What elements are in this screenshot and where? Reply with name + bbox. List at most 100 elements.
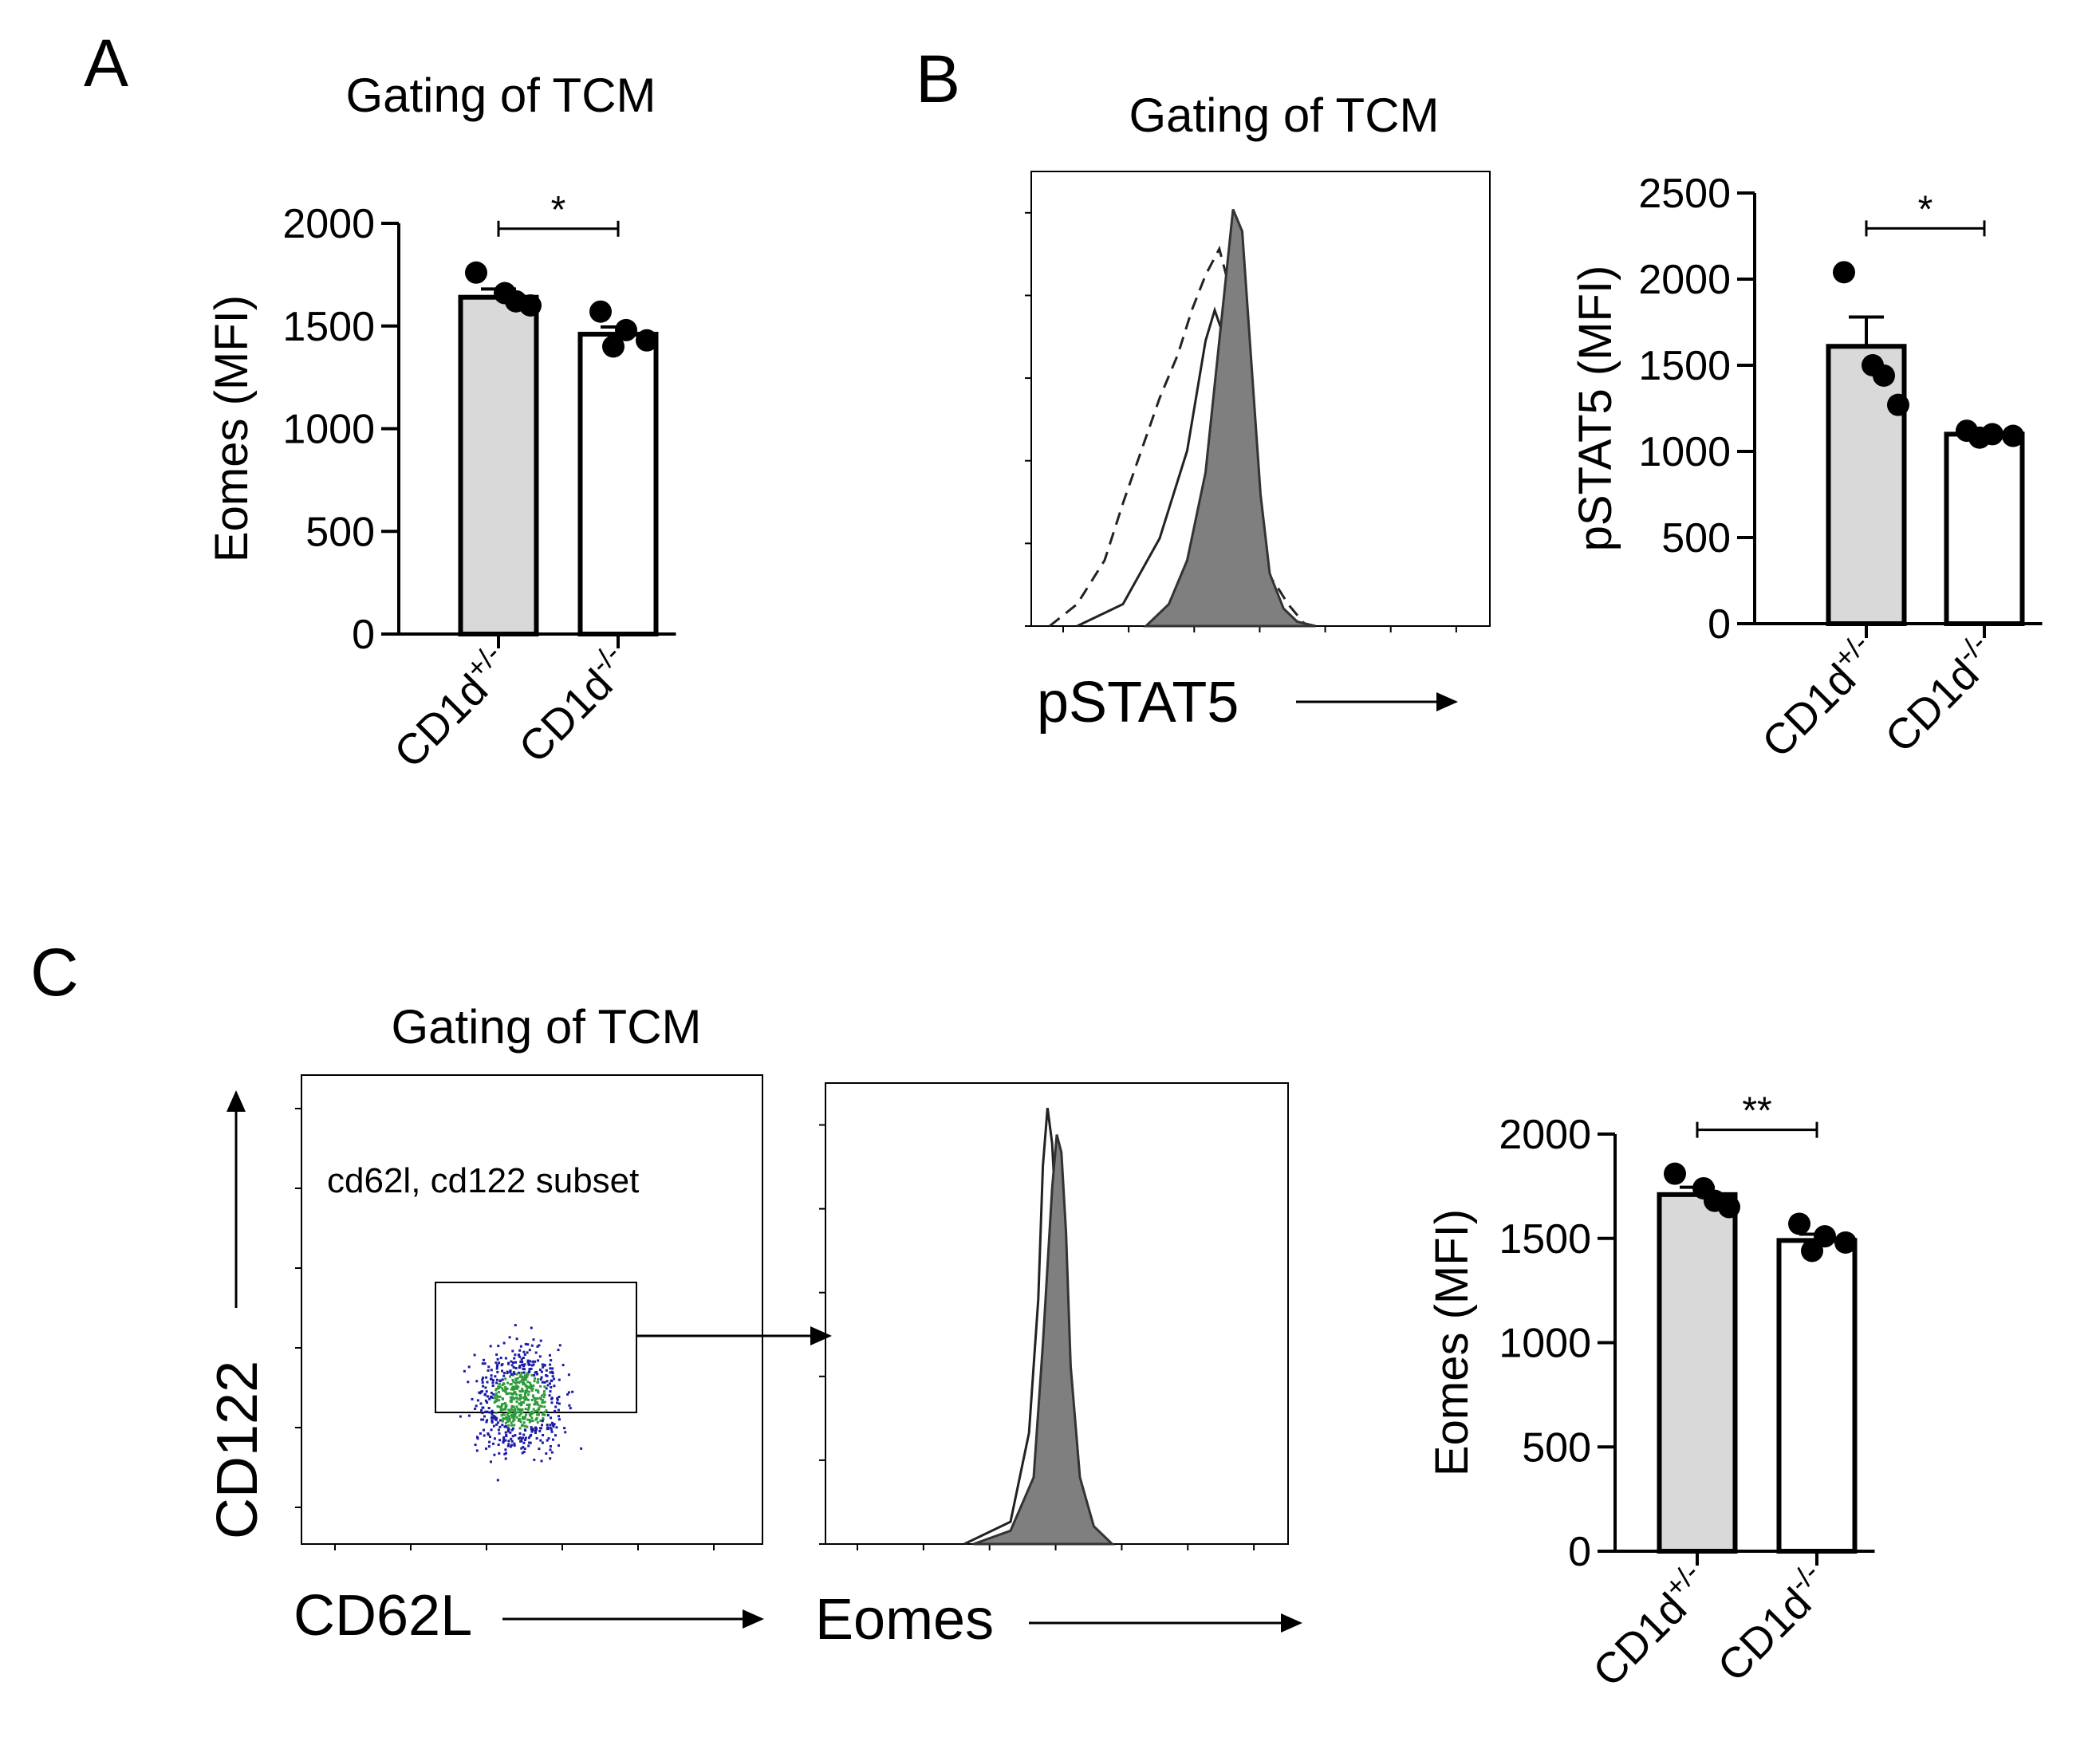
dot-event: [546, 1439, 549, 1442]
dot-event: [500, 1414, 503, 1417]
dot-event: [507, 1392, 510, 1395]
dot-event: [490, 1369, 493, 1372]
dot-event: [534, 1410, 537, 1413]
data-point-a-2-3: [636, 329, 658, 352]
dot-event: [523, 1448, 526, 1450]
dot-event: [509, 1431, 512, 1434]
dot-event: [508, 1416, 511, 1420]
dot-event: [542, 1411, 545, 1414]
dot-event: [540, 1370, 543, 1373]
panel-c-gate-label: cd62l, cd122 subset: [327, 1161, 639, 1200]
dot-event: [518, 1427, 522, 1430]
dot-event: [519, 1380, 522, 1383]
y-tick-label-b-2: 1000: [1638, 429, 1731, 475]
dot-event: [511, 1435, 514, 1438]
dot-event: [524, 1429, 527, 1432]
dot-event: [551, 1367, 554, 1370]
dot-event: [515, 1387, 518, 1390]
dot-event: [545, 1387, 548, 1390]
dot-event: [523, 1424, 526, 1428]
dot-event: [553, 1385, 556, 1388]
dot-event: [546, 1424, 549, 1426]
dot-event: [483, 1415, 486, 1418]
dot-event: [488, 1397, 491, 1400]
dot-event: [514, 1324, 517, 1327]
dot-event: [513, 1372, 516, 1375]
dot-event: [514, 1408, 517, 1411]
data-point-b-1-1: [1833, 261, 1855, 284]
y-tick-label-c-1: 500: [1522, 1424, 1591, 1471]
dot-event: [523, 1394, 526, 1396]
dot-event: [526, 1408, 530, 1412]
dot-event: [536, 1400, 539, 1404]
dot-event: [487, 1365, 491, 1369]
dot-event: [502, 1413, 506, 1416]
dot-event: [519, 1374, 522, 1377]
data-point-b-1-4: [1887, 393, 1909, 416]
dot-event: [494, 1416, 497, 1419]
dot-event: [514, 1434, 517, 1437]
dot-event: [510, 1393, 514, 1395]
dot-event: [527, 1398, 530, 1401]
dot-event: [554, 1409, 557, 1412]
dot-event: [483, 1362, 487, 1365]
dot-event: [542, 1365, 545, 1369]
dot-event: [498, 1405, 501, 1408]
dot-event: [522, 1433, 526, 1436]
dot-event: [498, 1432, 501, 1435]
dot-event: [510, 1408, 513, 1411]
dot-event: [529, 1360, 531, 1363]
dot-event: [510, 1388, 513, 1391]
dot-event: [517, 1353, 520, 1357]
dot-event: [495, 1416, 498, 1420]
dot-event: [494, 1392, 498, 1395]
dot-event: [534, 1400, 537, 1402]
dot-event: [543, 1390, 546, 1393]
dot-event: [467, 1414, 471, 1417]
dot-event: [520, 1440, 523, 1443]
dot-event: [531, 1394, 534, 1397]
dot-event: [528, 1420, 531, 1424]
dot-event: [506, 1416, 510, 1419]
dot-event: [526, 1389, 529, 1393]
dot-event: [558, 1415, 560, 1418]
dot-event: [528, 1349, 531, 1352]
dot-event: [515, 1373, 518, 1376]
dot-event: [514, 1412, 517, 1416]
dot-event: [538, 1344, 541, 1347]
dot-event: [550, 1380, 554, 1382]
dot-event: [528, 1441, 531, 1444]
dot-event: [571, 1390, 574, 1393]
dot-event: [480, 1418, 483, 1421]
dot-event: [497, 1345, 500, 1348]
dot-event: [510, 1444, 514, 1447]
dot-event: [549, 1445, 552, 1448]
dot-event: [510, 1440, 514, 1443]
dot-event: [496, 1357, 499, 1361]
dot-event: [516, 1377, 519, 1380]
dot-event: [520, 1401, 523, 1404]
panel-b-hist-xlabel: pSTAT5: [1037, 671, 1239, 735]
dot-event: [494, 1400, 498, 1403]
dot-event: [497, 1387, 500, 1390]
y-tick-label-a-3: 1500: [282, 304, 375, 350]
dot-event: [516, 1386, 519, 1389]
dot-event: [495, 1397, 498, 1400]
y-tick-label-b-1: 500: [1661, 515, 1731, 561]
dot-event: [528, 1368, 531, 1371]
dot-event: [519, 1396, 522, 1400]
dot-event: [503, 1389, 506, 1393]
dot-event: [546, 1428, 549, 1431]
dot-event: [517, 1371, 520, 1374]
dot-event: [501, 1397, 504, 1400]
dot-event: [495, 1353, 498, 1356]
dot-event: [512, 1405, 515, 1408]
dot-event: [556, 1398, 559, 1401]
dot-event: [532, 1411, 535, 1414]
dot-event: [480, 1408, 483, 1412]
dot-event: [519, 1420, 522, 1424]
dot-event: [534, 1428, 538, 1432]
dot-event: [520, 1357, 523, 1361]
dot-event: [535, 1370, 538, 1373]
dot-event: [514, 1387, 517, 1390]
